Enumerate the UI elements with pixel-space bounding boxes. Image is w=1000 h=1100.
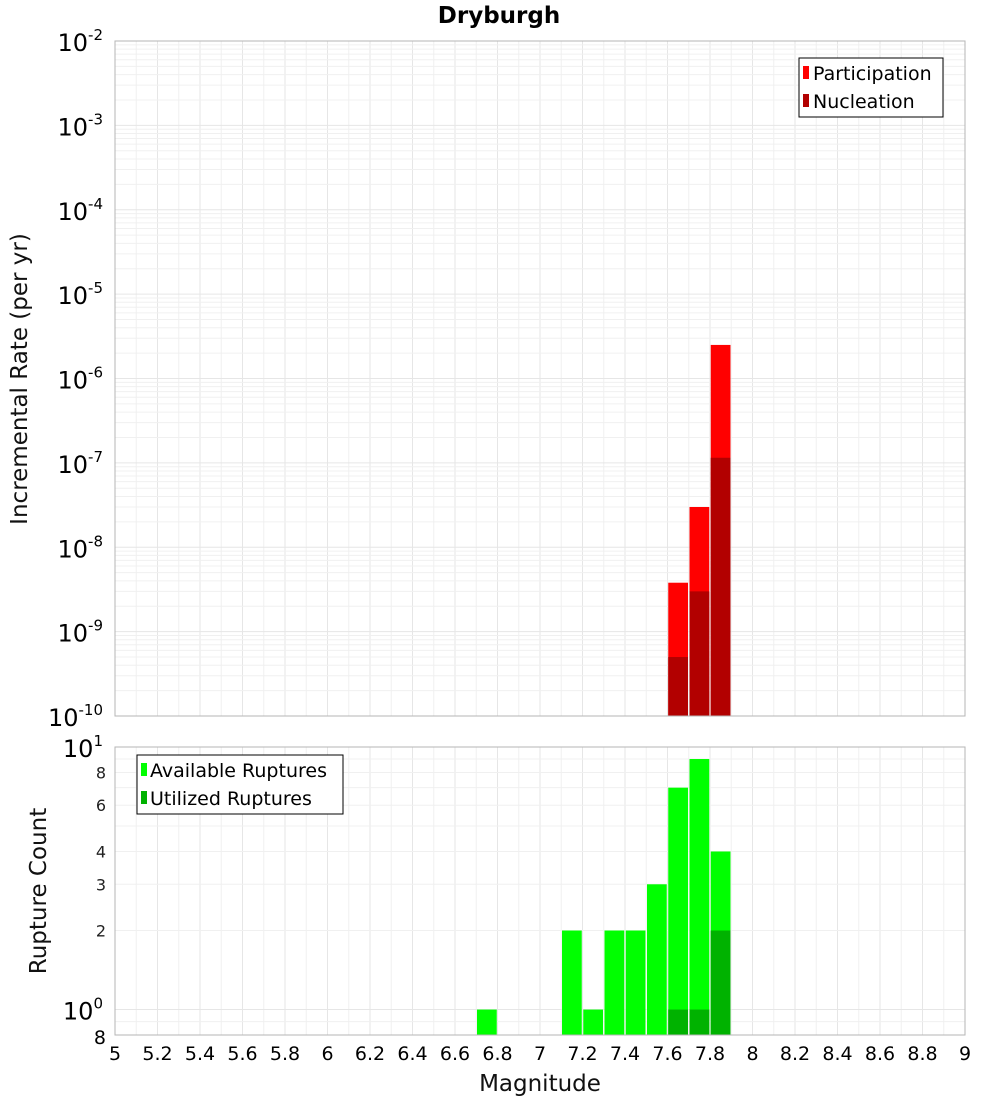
x-tick-label: 6.2 (355, 1043, 385, 1065)
x-tick-label: 8.8 (907, 1043, 937, 1065)
x-tick-label: 6.8 (482, 1043, 512, 1065)
y-tick-label: 10-10 (48, 701, 103, 732)
x-tick-label: 7.2 (567, 1043, 597, 1065)
x-tick-label: 8.2 (780, 1043, 810, 1065)
y-tick-label: 8 (96, 763, 106, 782)
bar-available-ruptures (583, 1009, 603, 1035)
bar-available-ruptures (689, 759, 710, 1035)
x-axis-label: Magnitude (479, 1071, 601, 1097)
legend-swatch-nucleation (803, 94, 809, 107)
rate-bars (668, 344, 731, 716)
bar-nucleation (668, 657, 688, 716)
x-tick-label: 5 (109, 1043, 121, 1065)
y-tick-label: 100 (63, 995, 103, 1026)
rate-y-ticks: 10-10 10-9 10-8 10-7 10-6 10-5 10-4 10-3 10-2 (48, 26, 103, 732)
count-plot-frame (114, 746, 966, 1036)
bar-available-ruptures (625, 930, 646, 1035)
legend-label-nucleation: Nucleation (813, 91, 915, 113)
x-tick-label: 9 (959, 1043, 971, 1065)
y-tick-label: 10-8 (57, 532, 103, 563)
y-tick-label: 101 (63, 732, 103, 763)
bar-utilized-ruptures (668, 1009, 688, 1035)
rate-legend-box (798, 57, 944, 118)
count-x-ticks: 5 5.2 5.4 5.6 5.8 6 6.2 6.4 6.6 6.8 7 7.2 7.4 7.6 7.8 8… (109, 1043, 971, 1065)
x-tick-label: 5.4 (185, 1043, 215, 1065)
bar-available-ruptures (562, 930, 582, 1035)
y-tick-label: 4 (96, 842, 106, 861)
rate-y-axis-label: Incremental Rate (per yr) (7, 233, 33, 525)
y-tick-label: 8 (94, 1027, 106, 1049)
bar-utilized-ruptures (689, 1009, 710, 1035)
chart-title: Dryburgh (438, 3, 560, 29)
legend-label-utilized: Utilized Ruptures (150, 788, 312, 810)
x-tick-label: 5.8 (270, 1043, 300, 1065)
x-tick-label: 8 (746, 1043, 758, 1065)
count-legend-box (136, 754, 344, 815)
y-tick-label: 6 (96, 796, 106, 815)
x-tick-label: 7.8 (695, 1043, 725, 1065)
count-y-axis-label: Rupture Count (26, 808, 52, 974)
x-tick-label: 6.6 (440, 1043, 470, 1065)
bar-available-ruptures (477, 1009, 497, 1035)
x-tick-label: 5.2 (142, 1043, 172, 1065)
bar-nucleation (710, 457, 731, 716)
x-tick-label: 8.6 (865, 1043, 895, 1065)
legend-swatch-utilized (141, 791, 147, 804)
x-tick-label: 8.4 (822, 1043, 852, 1065)
bar-nucleation (689, 591, 710, 716)
rate-plot-frame (114, 40, 966, 717)
x-tick-label: 7.4 (610, 1043, 640, 1065)
x-tick-label: 7.6 (652, 1043, 682, 1065)
legend-label-available: Available Ruptures (150, 760, 327, 782)
bar-utilized-ruptures (710, 930, 731, 1035)
y-tick-label: 10-9 (57, 617, 103, 648)
x-tick-label: 6 (321, 1043, 333, 1065)
x-tick-label: 5.6 (227, 1043, 257, 1065)
rate-panel: 10-10 10-9 10-8 10-7 10-6 10-5 10-4 10-3 10-2 In… (7, 26, 966, 732)
y-tick-label: 10-4 (57, 195, 103, 226)
y-tick-label: 2 (96, 922, 106, 941)
count-bars (477, 759, 731, 1035)
y-tick-label: 10-6 (57, 364, 103, 395)
legend-label-participation: Participation (813, 63, 932, 85)
legend-swatch-available (141, 763, 147, 776)
legend-swatch-participation (803, 66, 809, 79)
bar-available-ruptures (668, 787, 688, 1035)
x-tick-label: 6.4 (397, 1043, 427, 1065)
x-tick-label: 7 (534, 1043, 546, 1065)
rate-legend: Participation Nucleation (798, 57, 944, 118)
y-tick-label: 3 (96, 875, 106, 894)
y-tick-label: 10-3 (57, 110, 103, 141)
count-legend: Available Ruptures Utilized Ruptures (136, 754, 344, 815)
rate-grid (114, 40, 966, 717)
y-tick-label: 10-2 (57, 26, 103, 57)
bar-available-ruptures (647, 884, 667, 1035)
y-tick-label: 10-7 (57, 448, 103, 479)
bar-available-ruptures (604, 930, 625, 1035)
y-tick-label: 10-5 (57, 279, 103, 310)
